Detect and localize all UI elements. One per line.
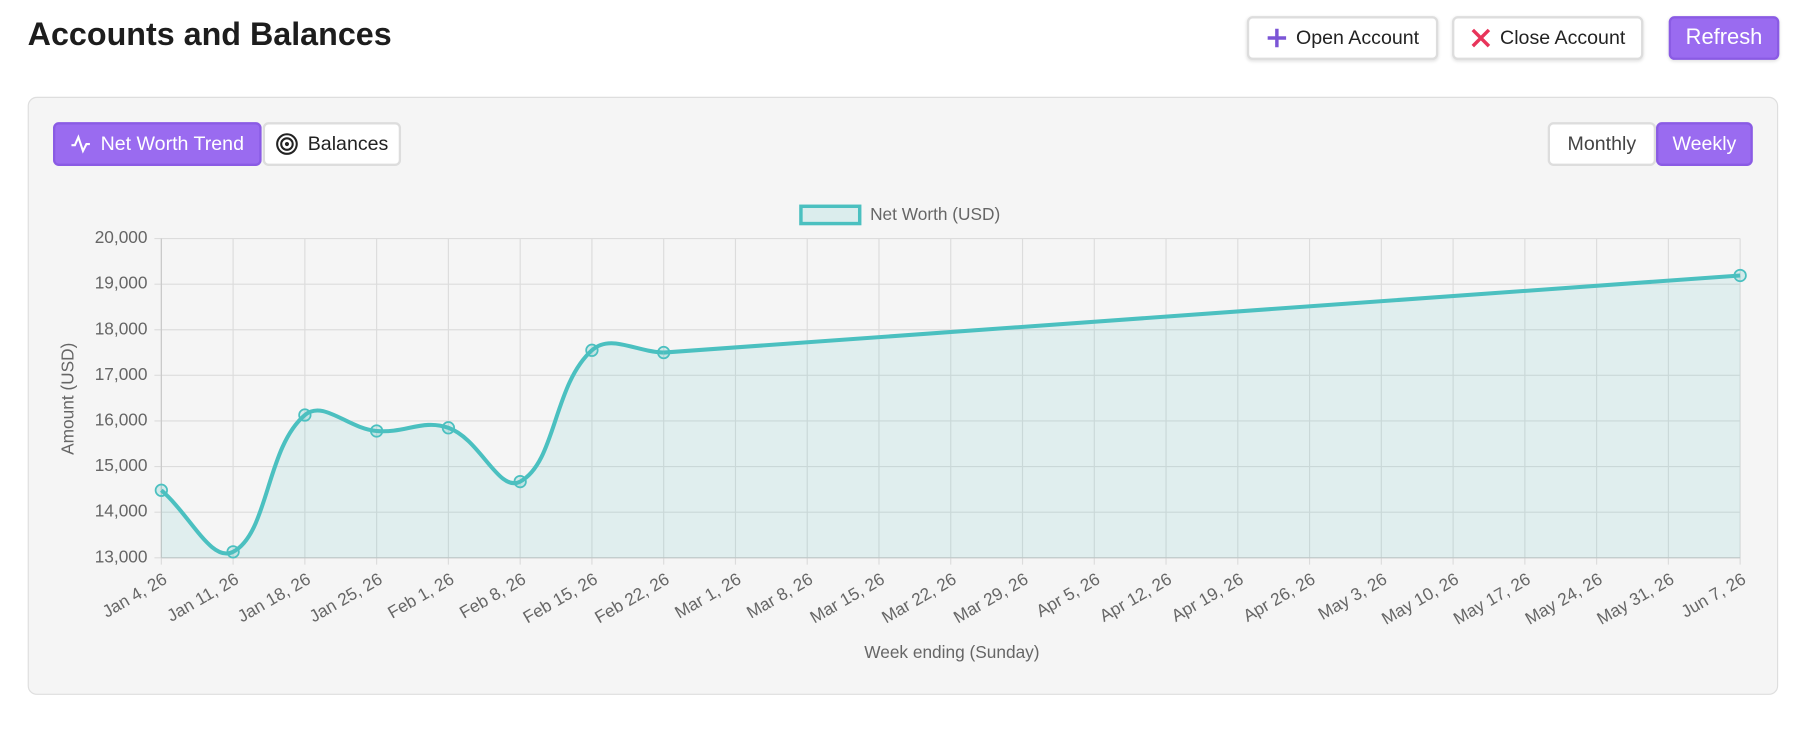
balances-tab[interactable]: Balances [262,122,402,166]
tab-label: Balances [307,132,389,155]
monthly-toggle[interactable]: Monthly [1547,122,1657,166]
y-tick-label: 17,000 [95,364,148,384]
y-tick-label: 14,000 [95,501,148,521]
x-tick-label: Apr 12, 26 [1096,569,1175,626]
gap-fill [663,275,1741,558]
x-icon [1471,28,1490,48]
y-tick-label: 19,000 [95,273,148,293]
x-tick-label: Mar 1, 26 [671,569,744,623]
net-worth-tab[interactable]: Net Worth Trend [53,122,262,166]
y-tick-label: 15,000 [95,455,148,475]
y-axis-label: Amount (USD) [58,343,78,455]
point [154,483,168,497]
y-tick-label: 13,000 [95,546,148,566]
point [441,421,456,435]
x-tick-label: May 31, 26 [1593,569,1677,629]
open-account-button[interactable]: Open Account [1246,16,1439,60]
legend: Net Worth (USD) [799,204,1000,226]
button-label: Close Account [1500,26,1626,49]
tab-label: Net Worth Trend [100,132,244,155]
chart-card [27,96,1779,695]
x-tick-label: May 24, 26 [1522,569,1606,629]
x-tick-label: Feb 8, 26 [456,569,529,623]
y-tick-label: 16,000 [95,410,148,430]
x-axis-label: Week ending (Sunday) [864,642,1039,662]
x-tick-label: Jan 18, 26 [234,569,314,627]
x-tick-label: Feb 22, 26 [591,569,673,628]
plus-icon [1267,28,1286,48]
point [298,408,312,422]
x-tick-label: May 10, 26 [1378,569,1462,629]
toggle-label: Weekly [1672,132,1737,155]
x-tick-label: Apr 26, 26 [1239,569,1318,626]
x-tick-label: Jan 4, 26 [99,569,171,622]
x-tick-label: Apr 19, 26 [1168,569,1247,626]
weekly-toggle[interactable]: Weekly [1656,122,1753,166]
legend-swatch [799,204,862,226]
x-tick-label: Mar 8, 26 [743,569,816,623]
x-tick-label: Feb 1, 26 [384,569,457,623]
x-tick-label: Feb 15, 26 [519,569,601,628]
area-fill [161,343,664,558]
toggle-label: Monthly [1567,132,1637,155]
point [370,424,384,438]
gap-span [663,273,1741,355]
point [226,545,240,559]
refresh-button[interactable]: Refresh [1668,16,1780,60]
line [160,341,664,556]
target-icon [276,133,298,155]
x-tick-label: Jan 25, 26 [306,569,386,627]
point [513,474,527,489]
button-label: Refresh [1685,25,1763,50]
y-tick-label: 18,000 [95,318,148,338]
button-label: Open Account [1296,26,1420,49]
point [1733,268,1747,283]
x-tick-label: Mar 29, 26 [950,569,1031,628]
x-tick-label: Jan 11, 26 [163,569,242,626]
trend-icon [71,134,91,154]
x-tick-label: Jun 7, 26 [1678,569,1750,622]
point [585,343,599,357]
x-tick-label: Mar 22, 26 [878,569,959,628]
x-tick-label: Mar 15, 26 [806,569,887,628]
y-tick-label: 20,000 [95,227,148,247]
page-title: Accounts and Balances [27,16,392,52]
legend-label: Net Worth (USD) [870,204,1000,224]
close-account-button[interactable]: Close Account [1452,16,1644,60]
x-tick-label: May 17, 26 [1450,569,1534,629]
x-tick-label: Apr 5, 26 [1032,569,1103,621]
point [657,345,671,360]
x-tick-label: May 3, 26 [1315,569,1391,624]
